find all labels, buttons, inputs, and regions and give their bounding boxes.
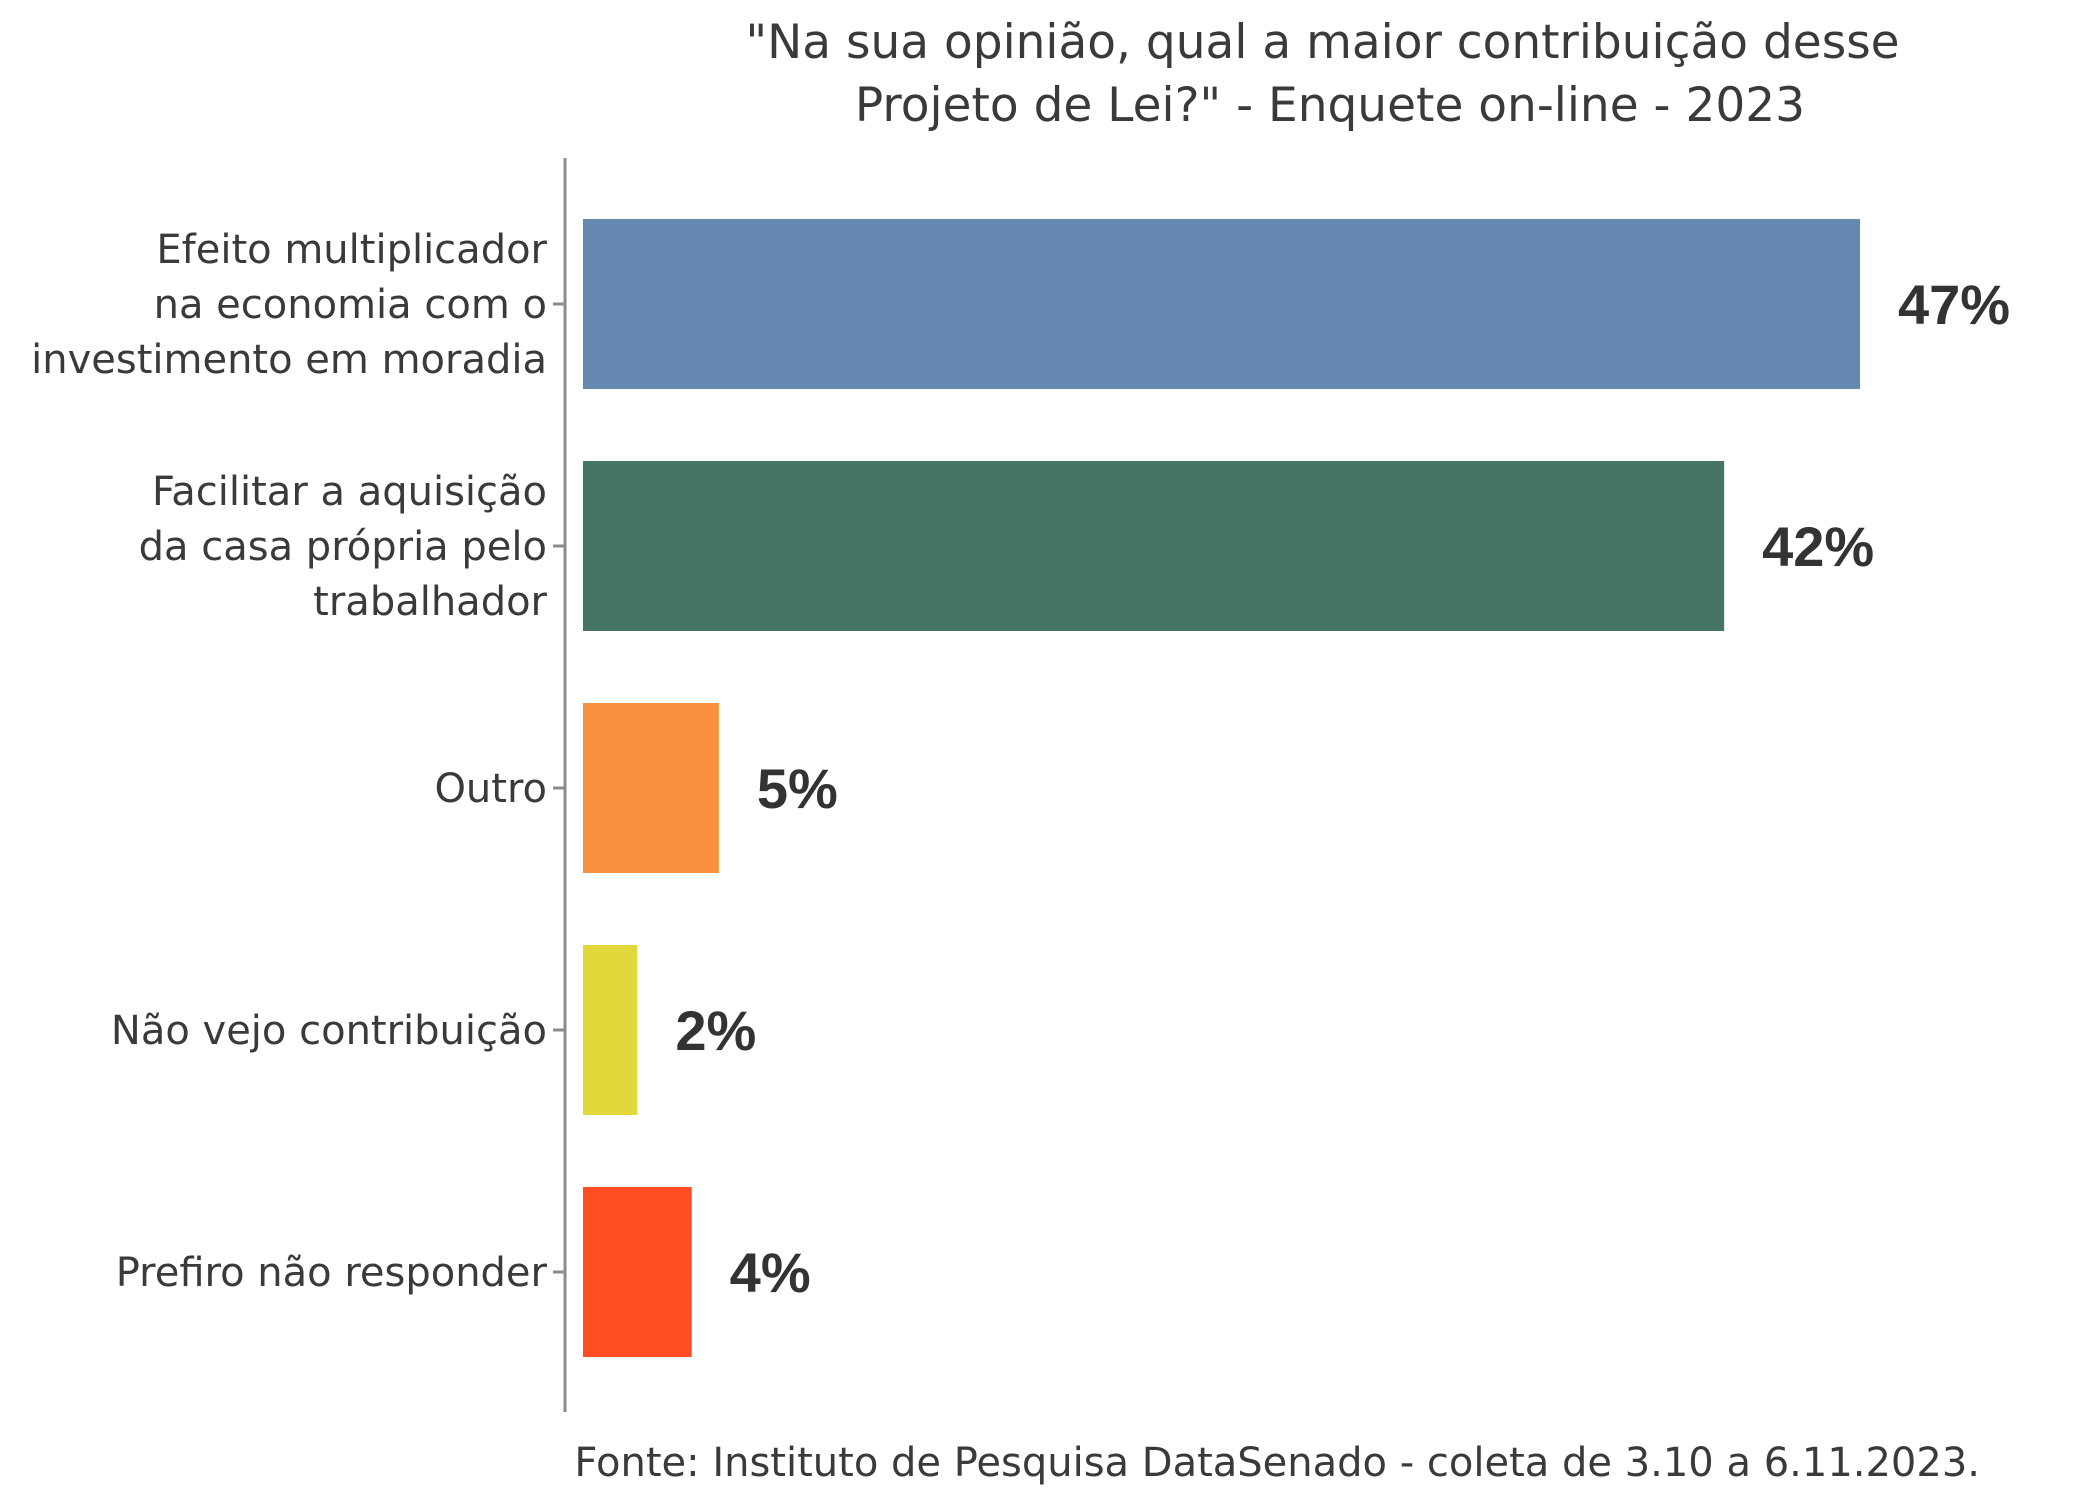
- category-label-line: Não vejo contribuição: [111, 1008, 547, 1054]
- category-label: Outro: [434, 766, 547, 812]
- value-labels: 47% 42% 5% 2% 4%: [675, 273, 2010, 1304]
- bar: [583, 703, 719, 873]
- category-label-line: Prefiro não responder: [116, 1250, 548, 1296]
- bar: [583, 1187, 692, 1357]
- y-axis-ticks: [553, 302, 565, 1274]
- category-label-line: investimento em moradia: [31, 337, 547, 383]
- category-label-line: Efeito multiplicador: [156, 227, 547, 273]
- category-label-line: trabalhador: [313, 579, 547, 625]
- bars: [583, 219, 1860, 1357]
- bar: [583, 945, 638, 1115]
- category-label: Não vejo contribuição: [111, 1008, 547, 1054]
- source-caption: Fonte: Instituto de Pesquisa DataSenado …: [574, 1440, 1980, 1486]
- bar: [583, 461, 1725, 631]
- category-label-line: Outro: [434, 766, 547, 812]
- category-label: Facilitar a aquisição da casa própria pel…: [139, 469, 548, 625]
- value-label: 4%: [730, 1241, 811, 1304]
- category-label-line: da casa própria pelo: [139, 524, 547, 570]
- category-label: Efeito multiplicador na economia com o inv…: [31, 227, 547, 383]
- bar: [583, 219, 1860, 389]
- category-labels: Efeito multiplicador na economia com o inv…: [31, 227, 547, 1296]
- value-label: 47%: [1898, 273, 2010, 336]
- category-label-line: Facilitar a aquisição: [152, 469, 547, 515]
- value-label: 5%: [757, 757, 838, 820]
- chart-title-line-2: Projeto de Lei?" - Enquete on-line - 202…: [855, 78, 1805, 133]
- category-label: Prefiro não responder: [116, 1250, 548, 1296]
- chart-title: "Na sua opinião, qual a maior contribuiç…: [745, 15, 1914, 133]
- value-label: 2%: [675, 999, 756, 1062]
- chart-title-line-1: "Na sua opinião, qual a maior contribuiç…: [745, 15, 1899, 70]
- value-label: 42%: [1762, 515, 1874, 578]
- category-label-line: na economia com o: [154, 282, 547, 328]
